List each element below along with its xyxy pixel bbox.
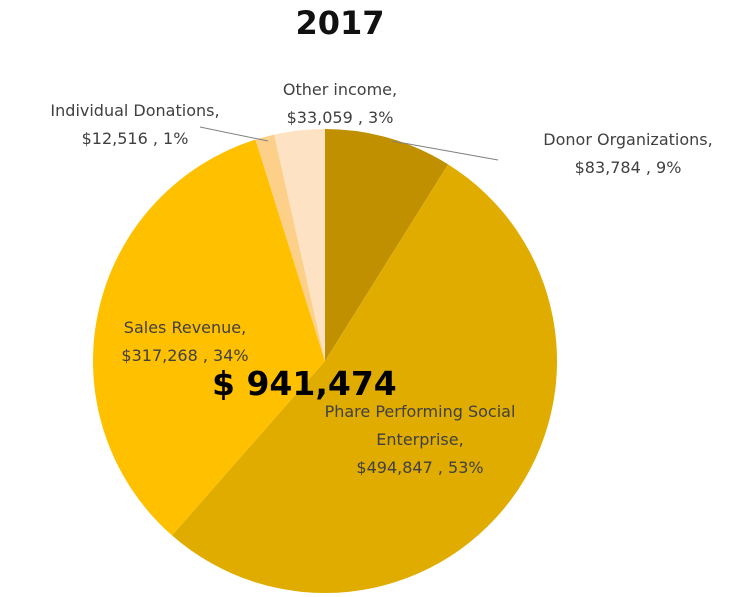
slice-label: Individual Donations, $12,516 , 1% xyxy=(5,97,265,153)
category-name: Individual Donations, xyxy=(50,101,220,120)
pie-slice xyxy=(172,164,558,593)
category-name: Phare Performing Social Enterprise, xyxy=(324,402,516,449)
total-label: $ 941,474 xyxy=(212,364,397,403)
category-name: Other income, xyxy=(282,80,398,99)
slice-label: Sales Revenue, $317,268 , 34% xyxy=(95,314,275,370)
value-label: $317,268 , 34% xyxy=(121,346,249,365)
pie-slice xyxy=(274,129,325,361)
chart-title: 2017 xyxy=(295,4,385,42)
slice-label: Donor Organizations, $83,784 , 9% xyxy=(510,126,745,182)
pie-slice xyxy=(255,134,325,361)
value-label: $494,847 , 53% xyxy=(356,458,484,477)
value-label: $33,059 , 3% xyxy=(286,108,394,127)
category-name: Donor Organizations, xyxy=(543,130,713,149)
slice-label: Phare Performing Social Enterprise, $494,… xyxy=(322,398,518,482)
leader-line xyxy=(391,140,499,161)
pie-slice xyxy=(325,129,449,361)
leader-line xyxy=(199,126,269,142)
value-label: $12,516 , 1% xyxy=(81,129,189,148)
category-name: Sales Revenue, xyxy=(123,318,247,337)
value-label: $83,784 , 9% xyxy=(574,158,682,177)
pie-slice xyxy=(93,139,325,536)
slice-label: Other income, $33,059 , 3% xyxy=(250,76,430,132)
